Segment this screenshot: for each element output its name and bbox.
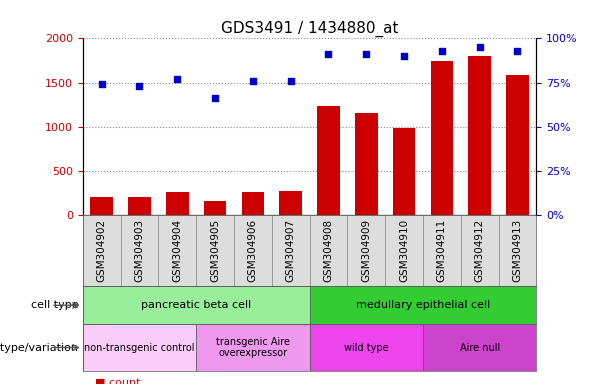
Bar [83,286,310,324]
Text: Aire null: Aire null [460,343,500,353]
Text: medullary epithelial cell: medullary epithelial cell [356,300,490,310]
Bar [310,215,348,286]
Bar [280,191,302,215]
Text: GSM304902: GSM304902 [97,218,107,282]
Text: GSM304906: GSM304906 [248,218,258,282]
Bar [461,215,498,286]
Bar [196,324,310,371]
Text: GSM304904: GSM304904 [172,218,182,282]
Text: GSM304907: GSM304907 [286,218,295,282]
Point [97,81,107,88]
Point [399,53,409,59]
Bar [158,215,196,286]
Text: GSM304911: GSM304911 [437,218,447,282]
Bar [204,201,226,215]
Text: cell type: cell type [31,300,78,310]
Bar [90,197,113,215]
Bar [196,215,234,286]
Title: GDS3491 / 1434880_at: GDS3491 / 1434880_at [221,21,398,37]
Point [210,95,220,101]
Point [172,76,182,82]
Text: GSM304910: GSM304910 [399,218,409,282]
Bar [355,114,378,215]
Bar [498,215,536,286]
Bar [423,324,536,371]
Text: GSM304912: GSM304912 [474,218,485,282]
Text: GSM304905: GSM304905 [210,218,220,282]
Point [134,83,145,89]
Bar [272,215,310,286]
Text: non-transgenic control: non-transgenic control [84,343,195,353]
Point [286,78,295,84]
Bar [234,215,272,286]
Point [248,78,257,84]
Point [324,51,333,57]
Text: GSM304908: GSM304908 [324,218,333,282]
Bar [128,197,151,215]
Bar [423,215,461,286]
Text: pancreatic beta cell: pancreatic beta cell [141,300,251,310]
Bar [242,192,264,215]
Bar [121,215,158,286]
Bar [83,215,121,286]
Bar [310,324,423,371]
Bar [506,76,529,215]
Bar [393,127,416,215]
Text: GSM304909: GSM304909 [361,218,371,282]
Point [512,48,522,54]
Text: wild type: wild type [344,343,389,353]
Bar [385,215,423,286]
Bar [430,61,453,215]
Bar [310,286,536,324]
Point [475,44,485,50]
Point [361,51,371,57]
Text: GSM304903: GSM304903 [134,218,145,282]
Bar [468,56,491,215]
Bar [317,106,340,215]
Bar [348,215,385,286]
Text: genotype/variation: genotype/variation [0,343,78,353]
Bar [166,192,189,215]
Text: transgenic Aire
overexpressor: transgenic Aire overexpressor [216,337,290,358]
Point [437,48,447,54]
Text: ■ count: ■ count [95,378,140,384]
Text: GSM304913: GSM304913 [512,218,522,282]
Bar [83,324,196,371]
